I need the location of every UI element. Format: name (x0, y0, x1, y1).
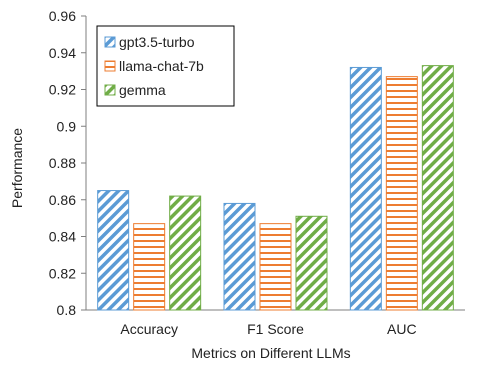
y-axis-ticks: 0.8 0.82 0.84 0.86 0.88 0.9 0.92 0.94 0.96 (49, 8, 86, 318)
legend: gpt3.5-turbo llama-chat-7b gemma (96, 25, 235, 107)
y-tick-label: 0.84 (49, 229, 76, 245)
y-tick-label: 0.82 (49, 265, 76, 281)
y-tick-label: 0.8 (57, 302, 77, 318)
bar-gemma-f1-score (295, 215, 328, 311)
y-tick-label: 0.86 (49, 192, 76, 208)
x-tick-label: Accuracy (120, 321, 178, 337)
y-tick-label: 0.96 (49, 8, 76, 24)
bar-gpt3-5-turbo-auc (349, 66, 382, 311)
x-tick-label: AUC (387, 321, 417, 337)
bar-llama-chat-7b-f1-score (259, 223, 292, 311)
y-axis-label: Performance (9, 128, 25, 208)
legend-swatch (104, 60, 116, 72)
legend-label: gpt3.5-turbo (119, 34, 195, 50)
legend-swatch (104, 36, 116, 48)
legend-swatch (104, 84, 116, 96)
legend-box (96, 25, 235, 107)
bar-gemma-auc (421, 65, 454, 311)
legend-label: gemma (119, 82, 166, 98)
bar-llama-chat-7b-auc (385, 76, 418, 311)
legend-label: llama-chat-7b (119, 58, 204, 74)
x-tick-label: F1 Score (247, 321, 304, 337)
bar-gpt3-5-turbo-f1-score (223, 202, 256, 311)
x-axis-ticks: Accuracy F1 Score AUC (120, 321, 416, 337)
bar-llama-chat-7b-accuracy (133, 223, 166, 311)
bar-gemma-accuracy (169, 195, 202, 311)
bar-gpt3-5-turbo-accuracy (97, 190, 130, 311)
bars (97, 65, 454, 311)
y-tick-label: 0.92 (49, 82, 76, 98)
x-axis-label: Metrics on Different LLMs (191, 345, 350, 361)
y-tick-label: 0.94 (49, 45, 76, 61)
y-tick-label: 0.88 (49, 155, 76, 171)
y-tick-label: 0.9 (57, 118, 77, 134)
